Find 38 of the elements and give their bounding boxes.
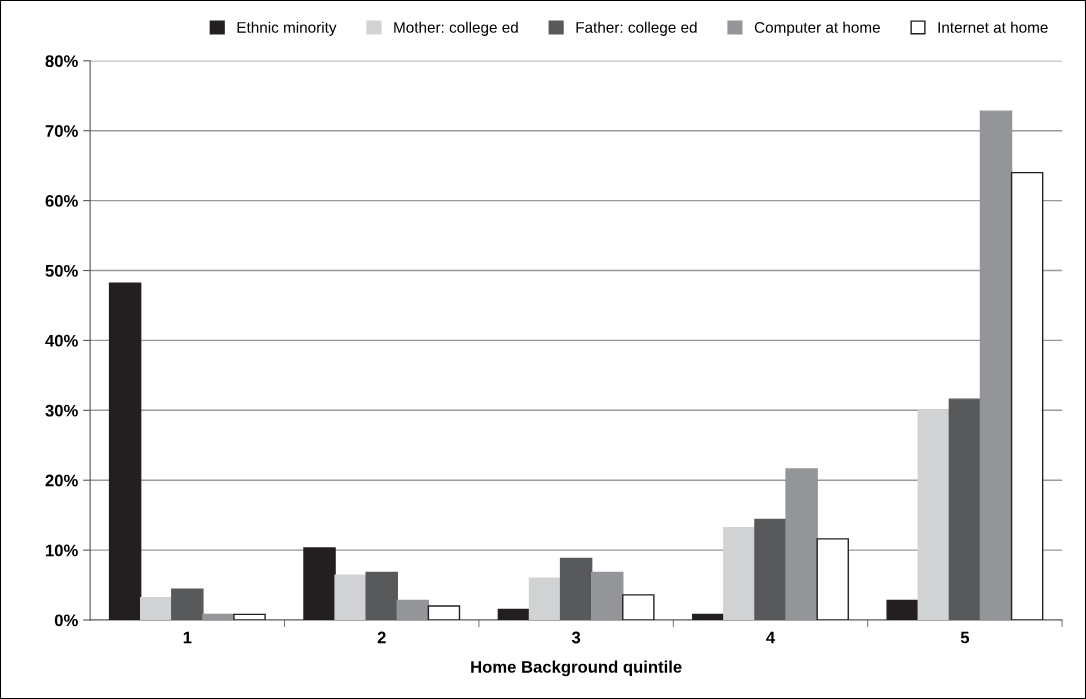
bar [427,605,461,621]
bar [233,613,266,621]
x-tick-label: 4 [766,631,776,644]
legend-label: Internet at home [938,21,1048,33]
legend-label: Mother: college ed [394,21,518,36]
x-tick-label: 1 [183,631,192,644]
bar [303,547,336,621]
bar [139,596,173,621]
bar [816,538,849,621]
x-tick-label: 5 [960,631,970,644]
y-tick-label: 20% [45,474,78,487]
y-tick-label: 80% [45,55,78,68]
bar [497,608,531,621]
x-axis-title: Home Background quintile [471,660,682,677]
y-tick-label: 0% [54,614,78,627]
y-tick-label: 40% [45,334,78,347]
y-tick-label: 50% [45,264,78,277]
bar [108,282,142,621]
bar [334,574,367,621]
x-tick-label: 2 [377,631,386,644]
y-tick-label: 30% [45,404,78,417]
bar [1010,171,1044,621]
bar [917,409,951,621]
y-tick-label: 70% [45,125,78,137]
legend-label: Computer at home [754,21,880,36]
bar [396,599,430,621]
bar [692,613,725,621]
bar [590,571,624,621]
legend-label: Father: college ed [576,21,697,36]
bar [886,599,919,621]
y-tick-label: 10% [46,544,78,557]
y-tick-label: 60% [45,195,78,207]
x-tick-label: 3 [571,631,581,644]
bar [528,577,562,621]
bar [723,527,756,621]
bar [622,594,655,621]
legend-label: Ethnic minority [237,21,337,36]
bar [202,613,235,621]
